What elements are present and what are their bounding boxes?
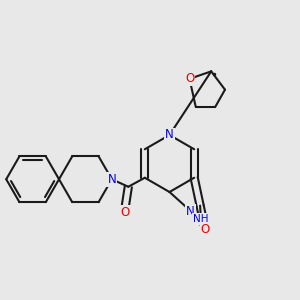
Text: O: O <box>185 72 194 85</box>
Text: O: O <box>201 224 210 236</box>
Text: O: O <box>121 206 130 219</box>
Text: NH: NH <box>193 214 208 224</box>
Text: N: N <box>165 128 174 142</box>
Text: N: N <box>107 173 116 186</box>
Text: N: N <box>186 205 195 218</box>
